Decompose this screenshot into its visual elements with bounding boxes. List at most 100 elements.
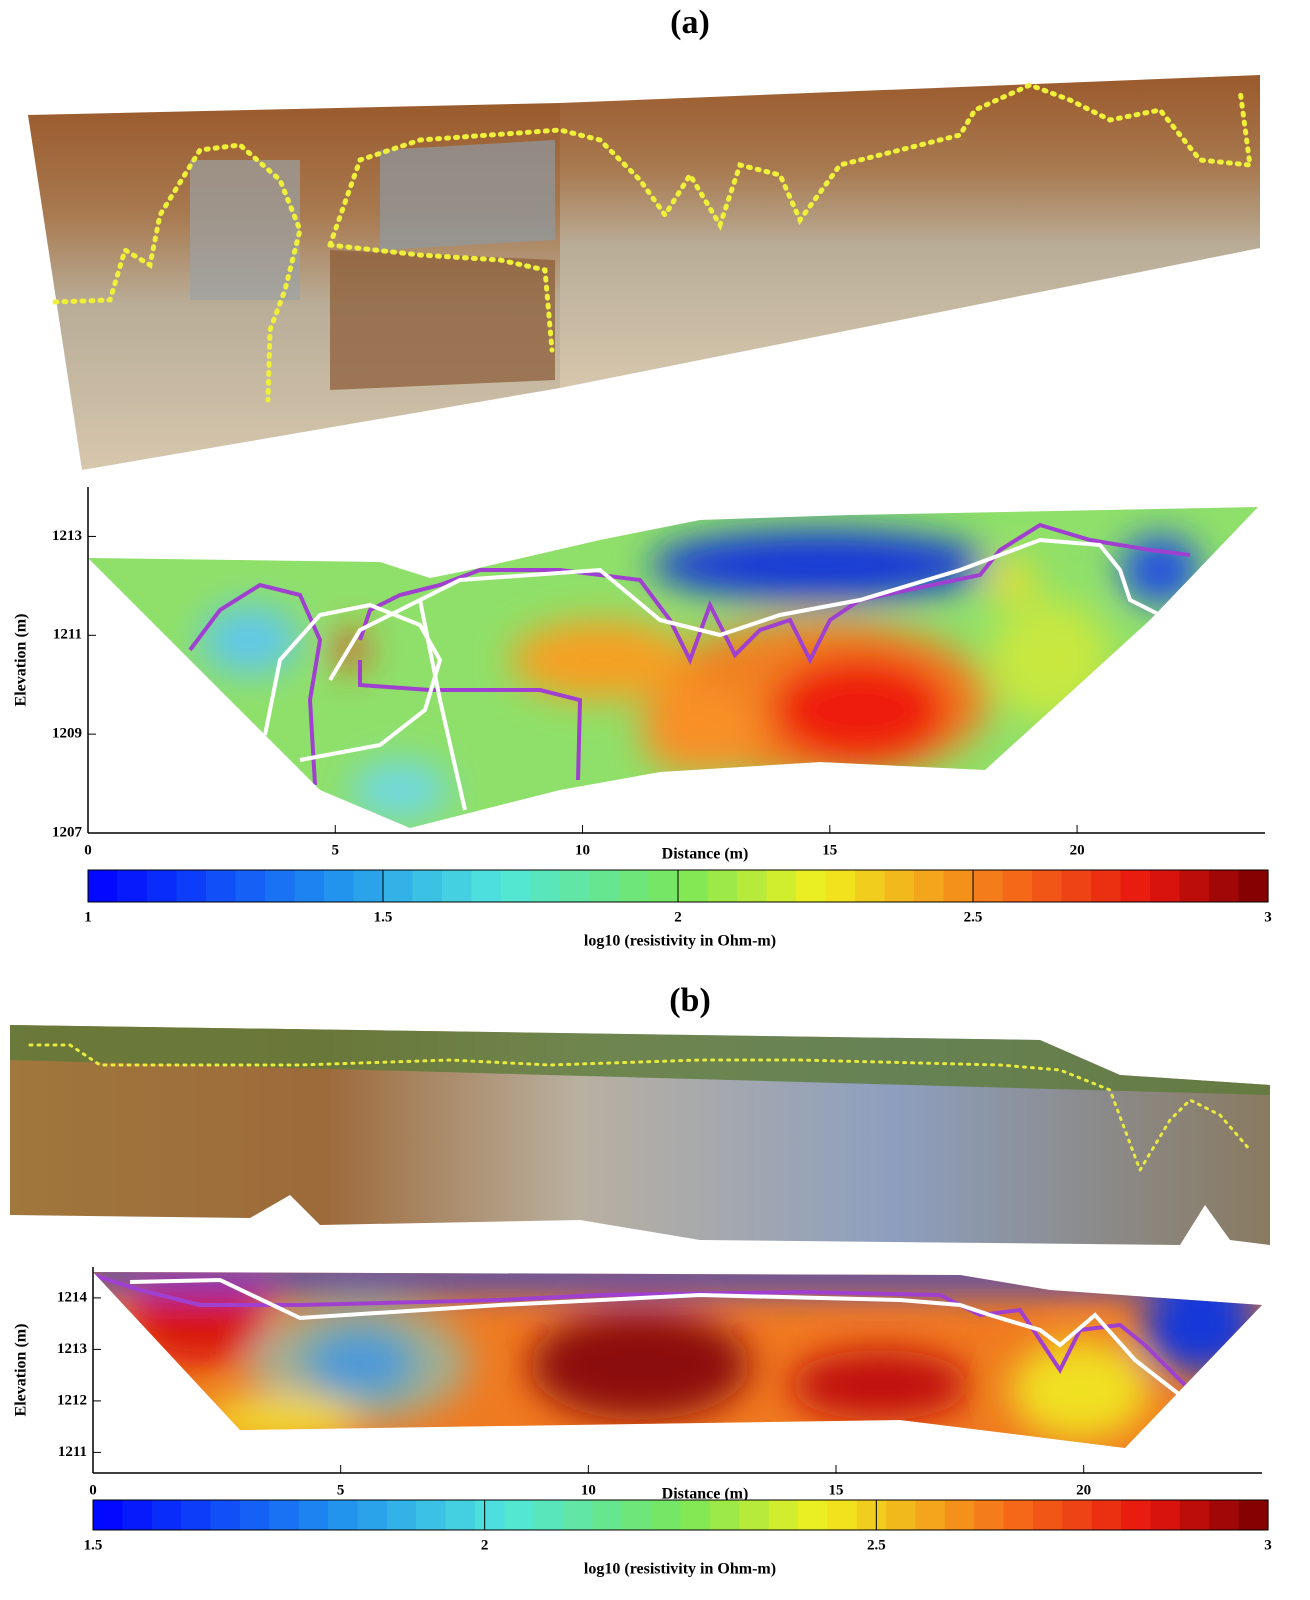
colorbar-step [1061,870,1092,902]
colorbar-step [1238,870,1269,902]
colorbar-step [1091,1500,1122,1530]
x-tick-label: 20 [1070,842,1085,858]
colorbar-step [504,1500,535,1530]
colorbar-step [239,1500,270,1530]
colorbar-title: log10 (resistivity in Ohm-m) [584,933,776,950]
colorbar-step [328,1500,358,1530]
colorbar-step [589,870,620,902]
colorbar-step [383,870,414,902]
colorbar-step [1032,870,1063,902]
colorbar-step [766,870,797,902]
y-tick-label: 1211 [53,627,82,643]
colorbar-step [621,1500,652,1530]
y-tick-label: 1213 [52,528,82,544]
y-tick-label: 1207 [52,824,83,840]
colorbar-step [533,1500,564,1530]
colorbar-step [298,1500,329,1530]
y-axis-title: Elevation (m) [13,614,30,707]
colorbar-step [1179,870,1210,902]
colorbar-step [707,870,738,902]
colorbar-step [151,1500,182,1530]
colorbar-step [827,1500,858,1530]
colorbar-step [471,870,502,902]
colorbar-step [147,870,178,902]
x-tick-label: 5 [332,842,340,858]
colorbar-step [680,1500,711,1530]
colorbar-tick-label: 3 [1264,1537,1272,1553]
colorbar-step [619,870,650,902]
colorbar-step [884,870,915,902]
colorbar-step [416,1500,447,1530]
colorbar-tick-label: 2 [481,1537,489,1553]
colorbar-step [1033,1500,1063,1530]
colorbar-step [474,1500,505,1530]
colorbar-step [235,870,266,902]
colorbar-step [855,870,886,902]
colorbar-step [353,870,384,902]
colorbar-step [445,1500,476,1530]
y-tick-label: 1209 [52,726,82,742]
colorbar-step [442,870,473,902]
x-tick-label: 0 [89,1482,97,1498]
colorbar-step [1150,1500,1181,1530]
colorbar-step [1062,1500,1093,1530]
photo-a [28,75,1260,470]
colorbar-step [324,870,355,902]
colorbar-step [1120,870,1151,902]
colorbar-step [122,1500,153,1530]
colorbar-step [825,870,856,902]
y-tick-label: 1211 [58,1444,87,1460]
colorbar-step [768,1500,799,1530]
colorbar-step [1091,870,1122,902]
colorbar-step [592,1500,623,1530]
colorbar-step [1150,870,1181,902]
x-tick-label: 15 [829,1482,844,1498]
colorbar-step [563,1500,593,1530]
colorbar-step [739,1500,770,1530]
colorbar-tick-label: 1.5 [84,1537,103,1553]
colorbar-step [176,870,207,902]
y-tick-label: 1212 [57,1392,87,1408]
photo-b [10,1025,1270,1245]
x-axis-title: Distance (m) [662,846,749,863]
colorbar-step [648,870,679,902]
colorbar-tick-label: 3 [1264,909,1272,925]
colorbar-step [386,1500,417,1530]
y-tick-label: 1213 [57,1341,87,1357]
colorbar-tick-label: 2.5 [964,909,983,925]
x-tick-label: 0 [84,842,92,858]
colorbar-step [973,870,1004,902]
colorbar-step [974,1500,1005,1530]
colorbar-step [181,1500,212,1530]
colorbar-step [943,870,974,902]
colorbar-step [1238,1500,1269,1530]
x-tick-label: 10 [575,842,590,858]
colorbar-tick-label: 2.5 [867,1537,886,1553]
x-tick-label: 20 [1076,1482,1091,1498]
x-tick-label: 10 [581,1482,596,1498]
y-axis-title: Elevation (m) [13,1324,30,1417]
colorbar-step [915,1500,946,1530]
x-tick-label: 15 [822,842,837,858]
colorbar-step [560,870,591,902]
resistivity-section-a [88,507,1258,828]
colorbar-step [1002,870,1033,902]
colorbar-step [944,1500,975,1530]
colorbar-step [798,1500,828,1530]
colorbar-step [1179,1500,1210,1530]
colorbar-tick-label: 2 [674,909,682,925]
colorbar-step [1209,1500,1240,1530]
colorbar-step [856,1500,887,1530]
colorbar-step [501,870,532,902]
colorbar-step [206,870,237,902]
colorbar-tick-label: 1.5 [374,909,393,925]
panel-label: (b) [669,982,711,1019]
colorbar-step [93,1500,123,1530]
colorbar-step [412,870,443,902]
colorbar-tick-label: 1 [84,909,92,925]
resistivity-section-b [93,1272,1262,1448]
x-tick-label: 5 [337,1482,345,1498]
colorbar-step [357,1500,388,1530]
